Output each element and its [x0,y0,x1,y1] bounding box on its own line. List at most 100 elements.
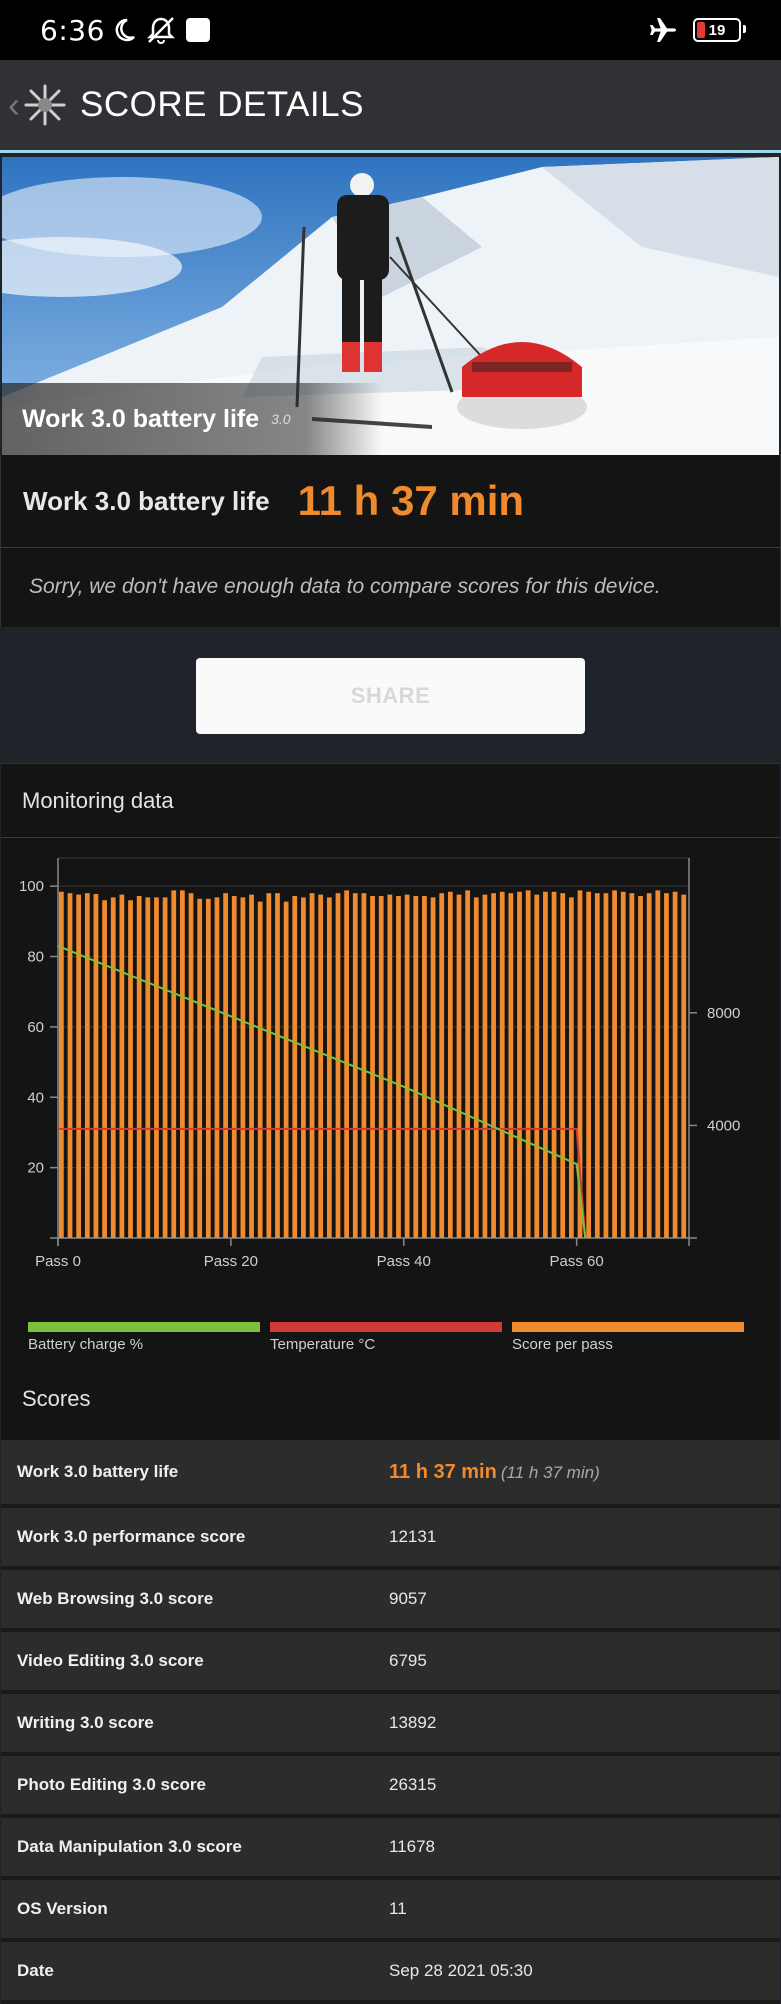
x-tick-label: Pass 40 [377,1253,431,1270]
score-bar [84,893,90,1238]
score-bar [517,891,522,1238]
score-bar [594,893,600,1238]
score-value: 26315 [389,1775,437,1794]
score-bar [439,893,445,1238]
y-tick-label: 40 [27,1089,44,1106]
score-bar [456,894,462,1238]
score-value: 11 [389,1899,407,1918]
score-bar [638,896,643,1238]
x-tick-label: Pass 0 [35,1253,81,1270]
score-bar [197,898,203,1238]
app-bar: ‹ SCORE DETAILS [0,60,781,153]
battery-icon: 19 [693,18,746,42]
score-bar [396,896,401,1238]
score-value-sub: (11 h 37 min) [500,1462,600,1482]
legend-label-temperature: Temperature °C [270,1336,376,1353]
back-chevron-icon[interactable]: ‹ [8,84,20,125]
score-bar [128,900,133,1238]
score-bar [413,896,419,1238]
score-bar [543,891,548,1238]
app-notification-icon [185,18,210,42]
score-bar [154,897,159,1238]
score-bar [482,894,488,1238]
score-bar [119,894,125,1238]
score-bar [672,891,678,1238]
scores-header: Scores [1,1374,90,1424]
score-bar [465,890,471,1238]
temperature-line [58,1127,587,1239]
score-bar [586,891,592,1238]
table-row: Web Browsing 3.0 score 9057 [1,1570,780,1632]
score-value: 9057 [389,1589,427,1608]
score-bar [577,890,583,1238]
share-button[interactable]: SHARE [196,658,585,734]
score-bar [629,893,635,1238]
score-bar [180,890,185,1238]
score-card: Work 3.0 battery life 11 h 37 min Sorry,… [0,455,781,627]
status-time: 6:36 [40,13,105,47]
score-name: OS Version [17,1899,108,1918]
score-bar [655,890,661,1238]
score-value: 11 h 37 min [297,477,525,524]
score-bar [283,901,289,1238]
score-bar [223,893,228,1238]
battery-level: 19 [708,21,726,39]
hero-caption: Work 3.0 battery life 3.0 [2,383,382,455]
score-bar [361,893,367,1238]
score-bar [188,893,194,1238]
score-bar [404,894,410,1238]
score-bar [568,897,574,1238]
score-value: Sep 28 2021 05:30 [389,1961,533,1980]
score-bar [231,896,237,1238]
y2-tick-label: 8000 [707,1005,740,1022]
score-bar [110,897,116,1238]
score-bar [309,893,315,1238]
monitoring-section: Monitoring data 20 40 60 80 100 4000 8000 Pass … [1,763,780,2004]
battery-charge-line [57,945,587,1239]
score-name: Writing 3.0 score [17,1713,154,1732]
score-bar [681,894,687,1238]
x-tick-label: Pass 60 [550,1253,604,1270]
score-bar [603,893,609,1238]
hero-banner: Work 3.0 battery life 3.0 [2,157,779,455]
bell-muted-icon [146,17,175,44]
table-row: OS Version 11 [1,1880,780,1942]
score-bar [76,894,82,1238]
hero-title: Work 3.0 battery life [22,404,260,433]
score-bar [560,893,566,1238]
score-value: 11678 [389,1837,436,1856]
score-bar [171,890,177,1238]
score-bar [534,894,540,1238]
score-bar [67,893,73,1238]
3dmark-logo-icon[interactable] [22,82,68,128]
sled [457,342,587,429]
hero-version: 3.0 [271,411,291,427]
table-row: Photo Editing 3.0 score 26315 [1,1756,780,1818]
table-row: Data Manipulation 3.0 score 11678 [1,1818,780,1880]
score-bar [551,891,557,1238]
table-row: Writing 3.0 score 13892 [1,1694,780,1756]
score-value-highlight: 11 h 37 min [389,1460,497,1483]
table-row: Work 3.0 battery life 11 h 37 min (11 h 3… [1,1440,780,1508]
score-bar [447,891,453,1238]
airplane-mode-icon [650,18,676,42]
score-bar [102,900,107,1238]
y2-tick-label: 4000 [707,1117,740,1134]
score-bar [430,897,436,1238]
score-bar [249,894,254,1238]
status-bar: 6:36 19 [0,0,781,60]
score-bar [491,893,496,1238]
score-bar [612,890,617,1238]
legend-swatch-temperature [270,1322,502,1332]
score-bar [646,893,652,1238]
score-value: 12131 [389,1527,437,1546]
table-row: Work 3.0 performance score 12131 [1,1508,780,1570]
score-bar [292,896,298,1238]
score-name: Work 3.0 battery life [17,1462,179,1481]
legend-battery-charge: Battery charge % [28,1322,260,1353]
y-tick-label: 20 [27,1160,44,1177]
legend-label-battery: Battery charge % [28,1336,144,1353]
scores-title: Scores [22,1386,91,1411]
score-bar [93,894,99,1238]
score-bar [473,897,479,1238]
